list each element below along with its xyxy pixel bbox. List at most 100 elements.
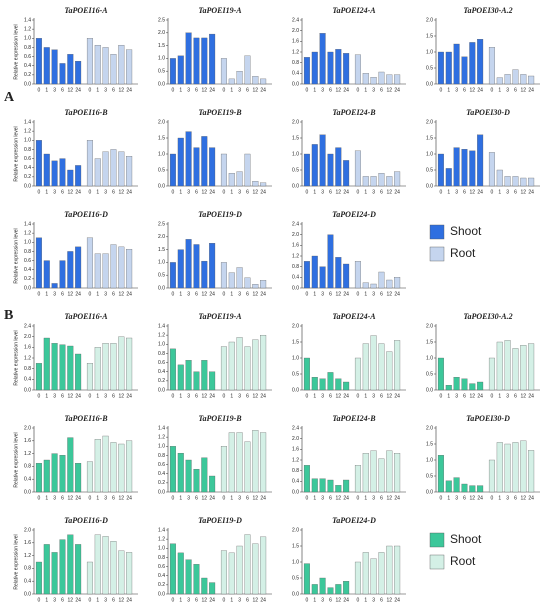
bar — [228, 272, 235, 289]
y-tick-label: 0.8 — [158, 453, 165, 459]
x-tick-label: 6 — [329, 597, 332, 603]
x-tick-label: 3 — [321, 393, 324, 399]
bar — [319, 577, 326, 595]
x-tick-label: 24 — [343, 189, 349, 195]
bar — [220, 262, 227, 289]
x-tick-label: 24 — [394, 495, 400, 501]
x-tick-label: 6 — [514, 393, 517, 399]
x-tick-label: 24 — [260, 189, 266, 195]
bar — [67, 345, 74, 391]
y-tick-label: 1.6 — [292, 39, 299, 45]
x-tick-label: 3 — [321, 495, 324, 501]
x-tick-label: 12 — [470, 393, 476, 399]
y-tick-label: 1.0 — [158, 546, 165, 552]
bar — [209, 243, 216, 289]
x-tick-label: 12 — [119, 597, 125, 603]
x-tick-label: 0 — [357, 495, 360, 501]
bar — [327, 587, 334, 595]
y-tick-label: 0.6 — [24, 258, 31, 264]
legend-swatch — [429, 224, 445, 240]
y-tick-label: 0.4 — [292, 479, 299, 485]
bar — [469, 485, 476, 493]
bar — [51, 552, 58, 595]
bar — [228, 432, 235, 493]
bar — [35, 363, 42, 391]
bar — [51, 283, 58, 289]
bar — [496, 77, 503, 85]
bar — [520, 345, 527, 391]
y-tick-label: 1.2 — [24, 26, 31, 32]
x-tick-label: 6 — [112, 597, 115, 603]
y-tick-label: 0.2 — [158, 582, 165, 588]
x-tick-label: 24 — [75, 87, 81, 93]
bar — [386, 545, 393, 595]
x-tick-label: 3 — [455, 87, 458, 93]
x-tick-label: 12 — [470, 189, 476, 195]
bar — [354, 465, 361, 493]
bar — [94, 534, 101, 595]
bar — [378, 552, 385, 595]
legend-label: Root — [450, 246, 476, 260]
bar — [386, 74, 393, 85]
bar — [220, 550, 227, 595]
bar — [311, 377, 318, 391]
y-tick-label: 0.4 — [158, 369, 165, 375]
x-tick-label: 12 — [387, 291, 393, 297]
y-tick-label: 0.5 — [292, 575, 299, 581]
x-tick-label: 1 — [364, 393, 367, 399]
y-tick-label: 0.8 — [24, 147, 31, 153]
bar — [201, 457, 208, 493]
x-tick-label: 12 — [202, 291, 208, 297]
bar — [201, 136, 208, 187]
bar — [59, 158, 66, 187]
bar — [193, 468, 200, 493]
chart-title: TaPOEI19-A — [198, 6, 242, 15]
x-tick-label: 12 — [336, 189, 342, 195]
y-tick-label: 0.0 — [292, 183, 299, 189]
bar — [220, 58, 227, 85]
x-tick-label: 12 — [253, 597, 259, 603]
y-tick-label: 0.8 — [292, 468, 299, 474]
chart-title: TaPOEI19-D — [198, 210, 242, 219]
bar — [311, 144, 318, 187]
x-tick-label: 6 — [246, 393, 249, 399]
chart-title: TaPOEI24-A — [332, 312, 376, 321]
x-tick-label: 24 — [126, 291, 132, 297]
bar — [201, 360, 208, 391]
x-tick-label: 12 — [119, 393, 125, 399]
x-tick-label: 3 — [187, 597, 190, 603]
x-tick-label: 1 — [498, 393, 501, 399]
bar — [370, 176, 377, 187]
x-tick-label: 24 — [209, 495, 215, 501]
bar — [354, 150, 361, 187]
bar — [354, 561, 361, 595]
bar — [94, 439, 101, 493]
bar — [67, 437, 74, 493]
x-tick-label: 6 — [246, 189, 249, 195]
x-tick-label: 12 — [470, 87, 476, 93]
bar — [394, 545, 401, 595]
bar — [327, 372, 334, 391]
y-tick-label: 2.0 — [292, 323, 299, 329]
y-tick-label: 2.0 — [24, 425, 31, 431]
x-tick-label: 3 — [455, 189, 458, 195]
x-tick-label: 1 — [45, 597, 48, 603]
x-tick-label: 12 — [119, 291, 125, 297]
x-tick-label: 6 — [514, 495, 517, 501]
bar — [378, 271, 385, 289]
x-tick-label: 24 — [126, 393, 132, 399]
x-tick-label: 3 — [238, 87, 241, 93]
y-tick-label: 1.0 — [24, 240, 31, 246]
bar — [378, 71, 385, 85]
y-tick-label: 2.4 — [292, 17, 299, 23]
x-tick-label: 24 — [209, 189, 215, 195]
x-tick-label: 1 — [447, 87, 450, 93]
x-tick-label: 0 — [306, 393, 309, 399]
x-tick-label: 1 — [230, 189, 233, 195]
x-tick-label: 12 — [387, 393, 393, 399]
bar — [75, 544, 82, 595]
bar — [311, 584, 318, 595]
bar — [51, 49, 58, 85]
bar — [437, 357, 444, 391]
